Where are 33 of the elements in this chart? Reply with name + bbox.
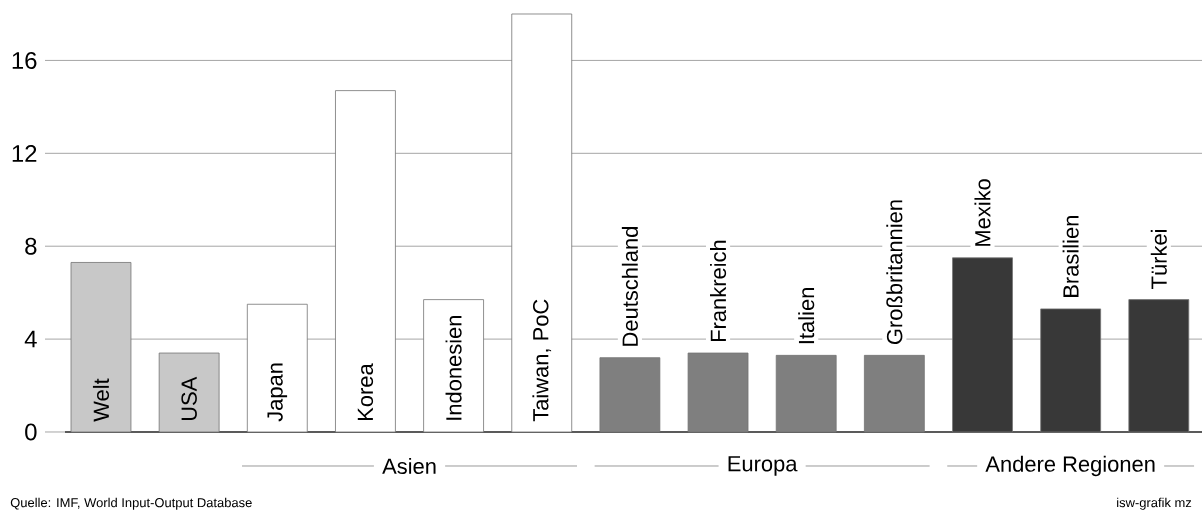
bar <box>335 90 396 433</box>
text: Europa <box>728 456 798 476</box>
bar <box>599 357 661 433</box>
x-tick-label: Taiwan, PoC <box>532 299 552 422</box>
x-tick-label: Italien <box>798 288 815 344</box>
bar <box>775 354 837 433</box>
x-tick-label: Großbritannien <box>886 200 903 345</box>
bar <box>246 303 308 433</box>
x-tick-label: Japan <box>267 363 288 422</box>
x-tick-label: Frankreich <box>710 240 727 342</box>
x-tick-label: Welt <box>92 378 110 422</box>
bar <box>158 352 220 433</box>
x-tick-label: Deutschland <box>621 227 638 346</box>
x-tick-label: Türkei <box>1150 230 1167 289</box>
x-tick-label: Brasilien <box>1062 216 1079 297</box>
x-tick-label: USA <box>181 376 197 421</box>
y-tick-label: 16 <box>12 51 37 69</box>
x-tick-label: Mexiko <box>974 179 991 246</box>
y-tick-label: 0 <box>25 423 37 441</box>
bar <box>70 262 132 433</box>
source-note: Quelle: IMF, World Input-Output Database <box>10 497 252 510</box>
text: isw-grafik mz <box>1117 497 1192 510</box>
bar <box>423 299 484 433</box>
bar <box>863 354 925 433</box>
x-tick-label: Korea <box>357 363 374 420</box>
bar <box>511 13 573 433</box>
y-tick-label: 12 <box>12 144 37 162</box>
text: Andere Regionen <box>985 455 1155 477</box>
y-tick-label: 4 <box>24 330 37 348</box>
y-tick-label: 8 <box>25 237 37 255</box>
text: Asien <box>382 457 436 475</box>
x-tick-label: Indonesien <box>445 315 462 420</box>
bar <box>687 352 749 433</box>
